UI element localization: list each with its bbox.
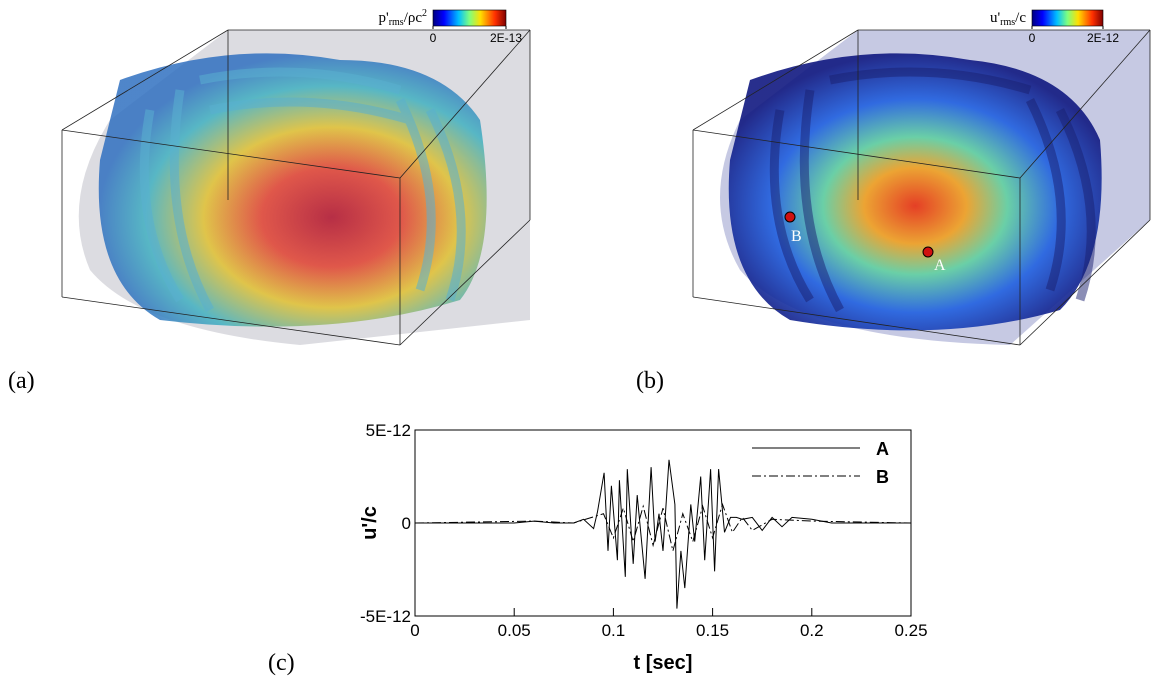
x-tick-label: 0 [410,621,419,640]
probe-b [784,211,796,223]
y-tick-label: 0 [402,514,411,533]
colorbar-title-part: u' [990,10,1001,26]
colorbar-title-part: /c [1015,10,1026,26]
line-series [414,502,912,552]
render-a [61,29,531,346]
colorbar [1031,9,1104,27]
probe-a [922,246,934,258]
colorbar-title-part: /ρc [404,10,423,26]
colorbar-title: u'rms/c [990,10,1026,28]
x-tick-label: 0.1 [602,621,626,640]
panel-label: (c) [268,650,295,676]
panel-label: (a) [8,368,35,394]
line-series [415,459,911,609]
y-tick-label: 5E-12 [366,421,411,440]
colorbar-title-part: p' [378,10,389,26]
x-tick-label: 0.05 [498,621,531,640]
panel-label: (b) [636,368,664,394]
legend-label: A [876,439,889,459]
colorbar-title-part: rms [389,17,404,28]
colorbar [432,9,507,27]
x-axis-title: t [sec] [634,652,693,674]
colorbar-title-part: rms [1000,17,1015,28]
colorbar-title: p'rms/ρc2 [378,8,427,28]
y-axis-title: u'/c [359,506,381,540]
render-b: A B [692,29,1151,346]
colorbar-tick-label: 2E-12 [1087,31,1119,45]
probe-label: A [934,257,946,274]
colorbar-title-part: 2 [422,8,427,19]
colorbar-tick-label: 2E-13 [490,31,522,45]
probe-label: B [791,228,802,245]
colorbar-tick-label: 0 [430,31,437,45]
x-tick-label: 0.2 [800,621,824,640]
x-tick-label: 0.25 [894,621,927,640]
y-tick-label: -5E-12 [360,607,411,626]
x-tick-label: 0.15 [696,621,729,640]
legend-label: B [876,467,889,487]
colorbar-tick-label: 0 [1029,31,1036,45]
